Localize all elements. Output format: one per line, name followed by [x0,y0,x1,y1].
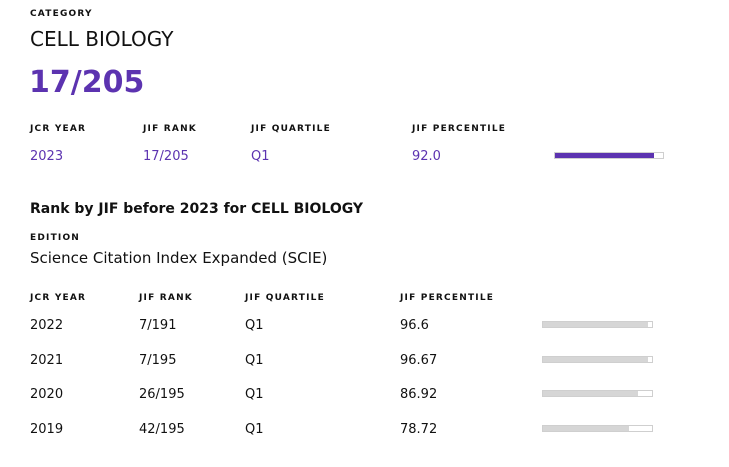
current-rank: 17/205 [143,149,189,164]
history-year: 2022 [30,318,64,333]
column-header: JIF PERCENTILE [400,293,495,303]
history-year: 2020 [30,387,64,402]
history-quartile: Q1 [245,318,264,333]
column-header: JIF QUARTILE [251,124,331,134]
percentile-track [542,390,653,397]
percentile-track [542,321,653,328]
history-percentile: 86.92 [400,387,438,402]
edition-label: EDITION [30,233,81,243]
edition: Science Citation Index Expanded (SCIE) [30,249,328,267]
percentile-bar [543,356,649,362]
column-header: JIF QUARTILE [245,293,325,303]
history-percentile: 96.6 [400,318,429,333]
history-rank: 7/191 [139,318,177,333]
history-percentile: 78.72 [400,421,438,437]
percentile-track [554,152,664,159]
category-label: CATEGORY [30,9,93,19]
column-header: JCR YEAR [30,124,87,134]
column-header: JIF RANK [139,293,193,303]
percentile-bar [543,322,649,327]
history-year: 2019 [30,421,64,437]
history-quartile: Q1 [245,352,264,368]
column-header: JCR YEAR [30,293,87,303]
history-rank: 42/195 [139,421,185,437]
percentile-bar [555,153,655,158]
current-percentile-label: 92.0 [412,149,441,164]
percentile-track [542,355,653,363]
percentile-track [542,424,653,432]
history-year: 2021 [30,352,64,368]
history-title: Rank by JIF before 2023 for CELL BIOLOGY [30,201,364,217]
history-rank: 7/195 [139,352,177,368]
current-year: 2023 [30,149,64,164]
history-percentile: 96.67 [400,352,438,368]
column-header: JIF RANK [143,124,197,134]
current-quartile: Q1 [251,149,270,164]
category: CELL BIOLOGY [30,27,174,51]
percentile-bar [543,425,629,431]
history-quartile: Q1 [245,387,264,402]
history-rank: 26/195 [139,387,185,402]
percentile-bar [543,391,638,396]
rank: 17/205 [29,65,145,100]
history-quartile: Q1 [245,421,264,437]
column-header: JIF PERCENTILE [412,124,507,134]
